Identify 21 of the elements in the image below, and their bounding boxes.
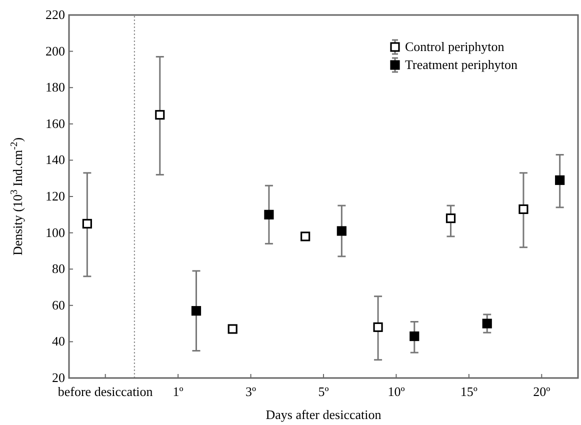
y-tick-label: 200: [46, 43, 65, 58]
x-tick-label: 5º: [318, 384, 329, 399]
legend-label: Control periphyton: [405, 39, 505, 54]
y-tick-label: 220: [46, 7, 65, 22]
y-tick-label: 60: [52, 297, 65, 312]
x-tick-label: 15º: [460, 384, 478, 399]
y-tick-label: 160: [46, 116, 65, 131]
x-tick-label: 10º: [388, 384, 405, 399]
y-tick-label: 120: [46, 188, 65, 204]
x-tick-label: 20º: [533, 384, 550, 399]
x-tick-label: before desiccation: [58, 384, 154, 399]
y-tick-label: 40: [52, 334, 65, 349]
y-tick-label: 20: [52, 370, 65, 385]
legend-label: Treatment periphyton: [405, 57, 518, 72]
x-tick-label: 3º: [246, 384, 256, 399]
x-tick-label: 1º: [172, 384, 184, 399]
y-tick-label: 140: [46, 152, 65, 168]
y-tick-label: 180: [46, 80, 65, 95]
y-tick-label: 80: [52, 261, 65, 276]
x-axis-title: Days after desiccation: [266, 407, 382, 422]
y-tick-label: 100: [46, 224, 65, 240]
